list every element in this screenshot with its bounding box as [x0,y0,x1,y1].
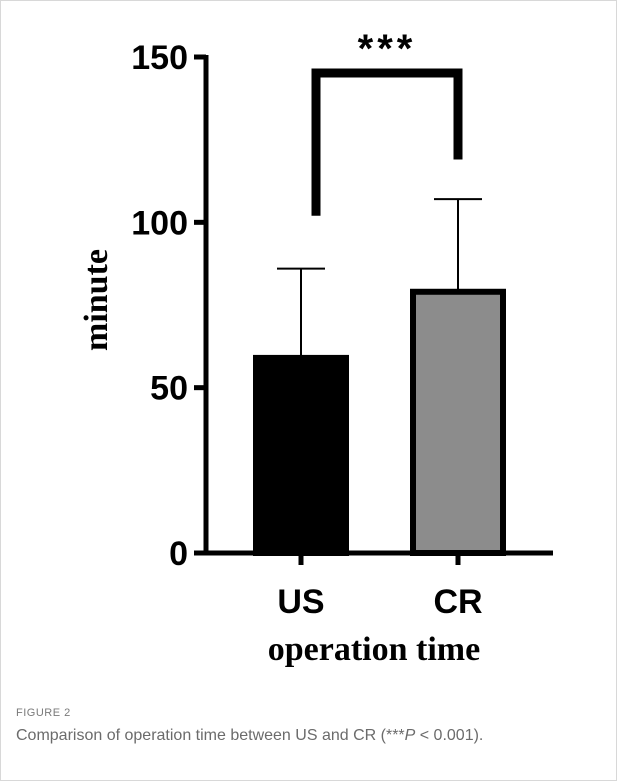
bar-us [253,354,349,557]
x-axis-label: operation time [268,631,480,668]
caption-suffix: < 0.001). [415,727,484,744]
figure-label: FIGURE 2 [16,707,71,719]
bar-chart: 0 50 100 150 US CR *** minute operation time [78,27,553,668]
bar-cr [410,288,506,556]
y-tick-label: 50 [150,370,188,408]
y-tick-label: 0 [169,535,188,573]
caption-p: P [404,727,416,744]
y-axis-label: minute [78,249,115,351]
x-tick-label-us: US [277,583,324,621]
figure-caption: Comparison of operation time between US … [16,727,616,745]
caption-prefix: Comparison of operation time between US … [16,727,405,744]
y-tick-label: 100 [131,204,188,242]
plot-area: 0 50 100 150 US CR *** [131,27,553,621]
significance-label: *** [358,27,417,71]
x-tick-label-cr: CR [433,583,482,621]
significance-bracket [311,68,463,216]
y-tick-label: 150 [131,39,188,77]
